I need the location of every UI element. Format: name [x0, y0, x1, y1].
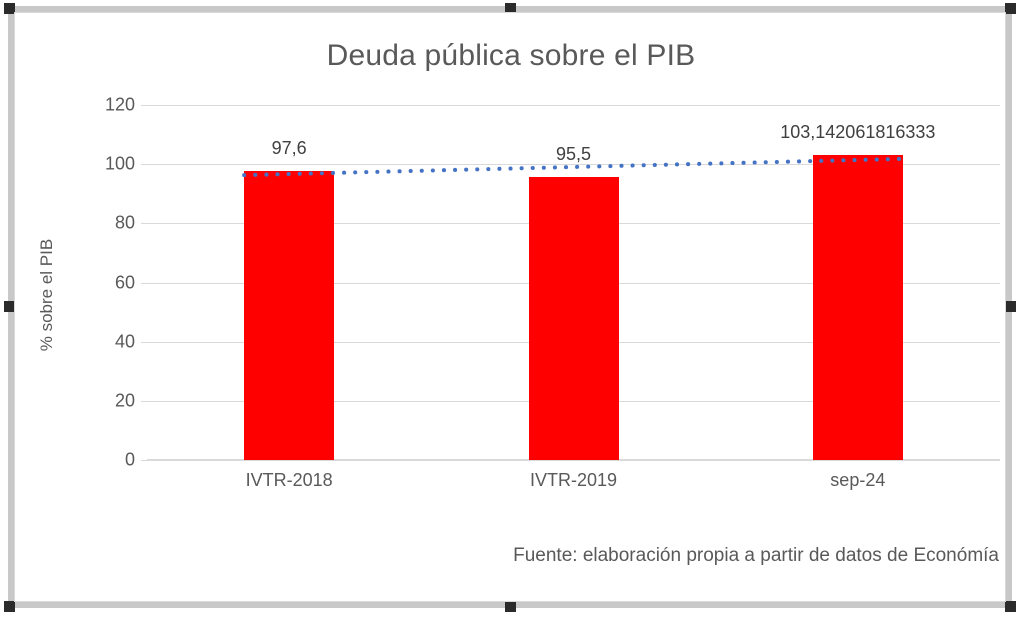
y-axis-tick-mark [141, 282, 147, 284]
y-axis-tick-mark [141, 460, 147, 461]
resize-handle-middle-right[interactable] [1005, 301, 1016, 312]
bar[interactable] [528, 177, 619, 460]
bar[interactable] [244, 171, 335, 460]
y-axis-tick-mark [141, 105, 147, 106]
y-axis-title[interactable]: % sobre el PIB [37, 238, 56, 352]
resize-handle-bottom-right[interactable] [1005, 601, 1016, 612]
y-axis-tick-label: 120 [104, 94, 135, 115]
gridline [147, 105, 1000, 106]
resize-handle-top-left[interactable] [4, 3, 15, 14]
source-note-line-2: de Económía [887, 545, 999, 566]
chart-plot-canvas[interactable]: Deuda pública sobre el PIB % sobre el PI… [14, 12, 1006, 602]
x-axis-tick-label: IVTR-2019 [529, 470, 618, 490]
y-axis-tick-label: 80 [114, 212, 135, 233]
x-axis-tick-label: sep-24 [830, 470, 886, 490]
x-axis-baseline [147, 459, 1000, 461]
source-note-line-1: Fuente: elaboración propia a partir de d… [513, 545, 882, 566]
resize-handle-top-center[interactable] [505, 3, 516, 14]
chart-title[interactable]: Deuda pública sobre el PIB [326, 39, 696, 72]
resize-handle-top-right[interactable] [1005, 3, 1016, 14]
x-axis-tick-label: IVTR-2018 [245, 470, 333, 490]
bar-data-label[interactable]: 103,142061816333 [780, 121, 936, 142]
y-axis-tick-label: 60 [114, 272, 135, 292]
resize-handle-bottom-center[interactable] [505, 601, 516, 612]
y-axis-tick-label: 20 [114, 390, 135, 411]
resize-handle-middle-left[interactable] [4, 301, 15, 312]
bar-data-label[interactable]: 97,6 [271, 138, 307, 159]
y-axis-tick-mark [141, 400, 147, 402]
y-axis-tick-mark [141, 341, 147, 343]
plot-area[interactable]: 0 20 40 60 80 100 120 97,6 95,5 103,142061816333… [105, 95, 1000, 490]
resize-handle-bottom-left[interactable] [4, 601, 15, 612]
y-axis-tick-label: 40 [114, 331, 135, 352]
y-axis-tick-mark [141, 223, 147, 225]
source-note[interactable]: Fuente: elaboración propia a partir de d… [459, 543, 999, 569]
bar[interactable] [812, 154, 903, 460]
y-axis-tick-mark [141, 164, 147, 166]
y-axis-tick-label: 0 [124, 449, 135, 470]
y-axis-tick-label: 100 [104, 153, 135, 174]
bar-data-label[interactable]: 95,5 [555, 144, 592, 165]
